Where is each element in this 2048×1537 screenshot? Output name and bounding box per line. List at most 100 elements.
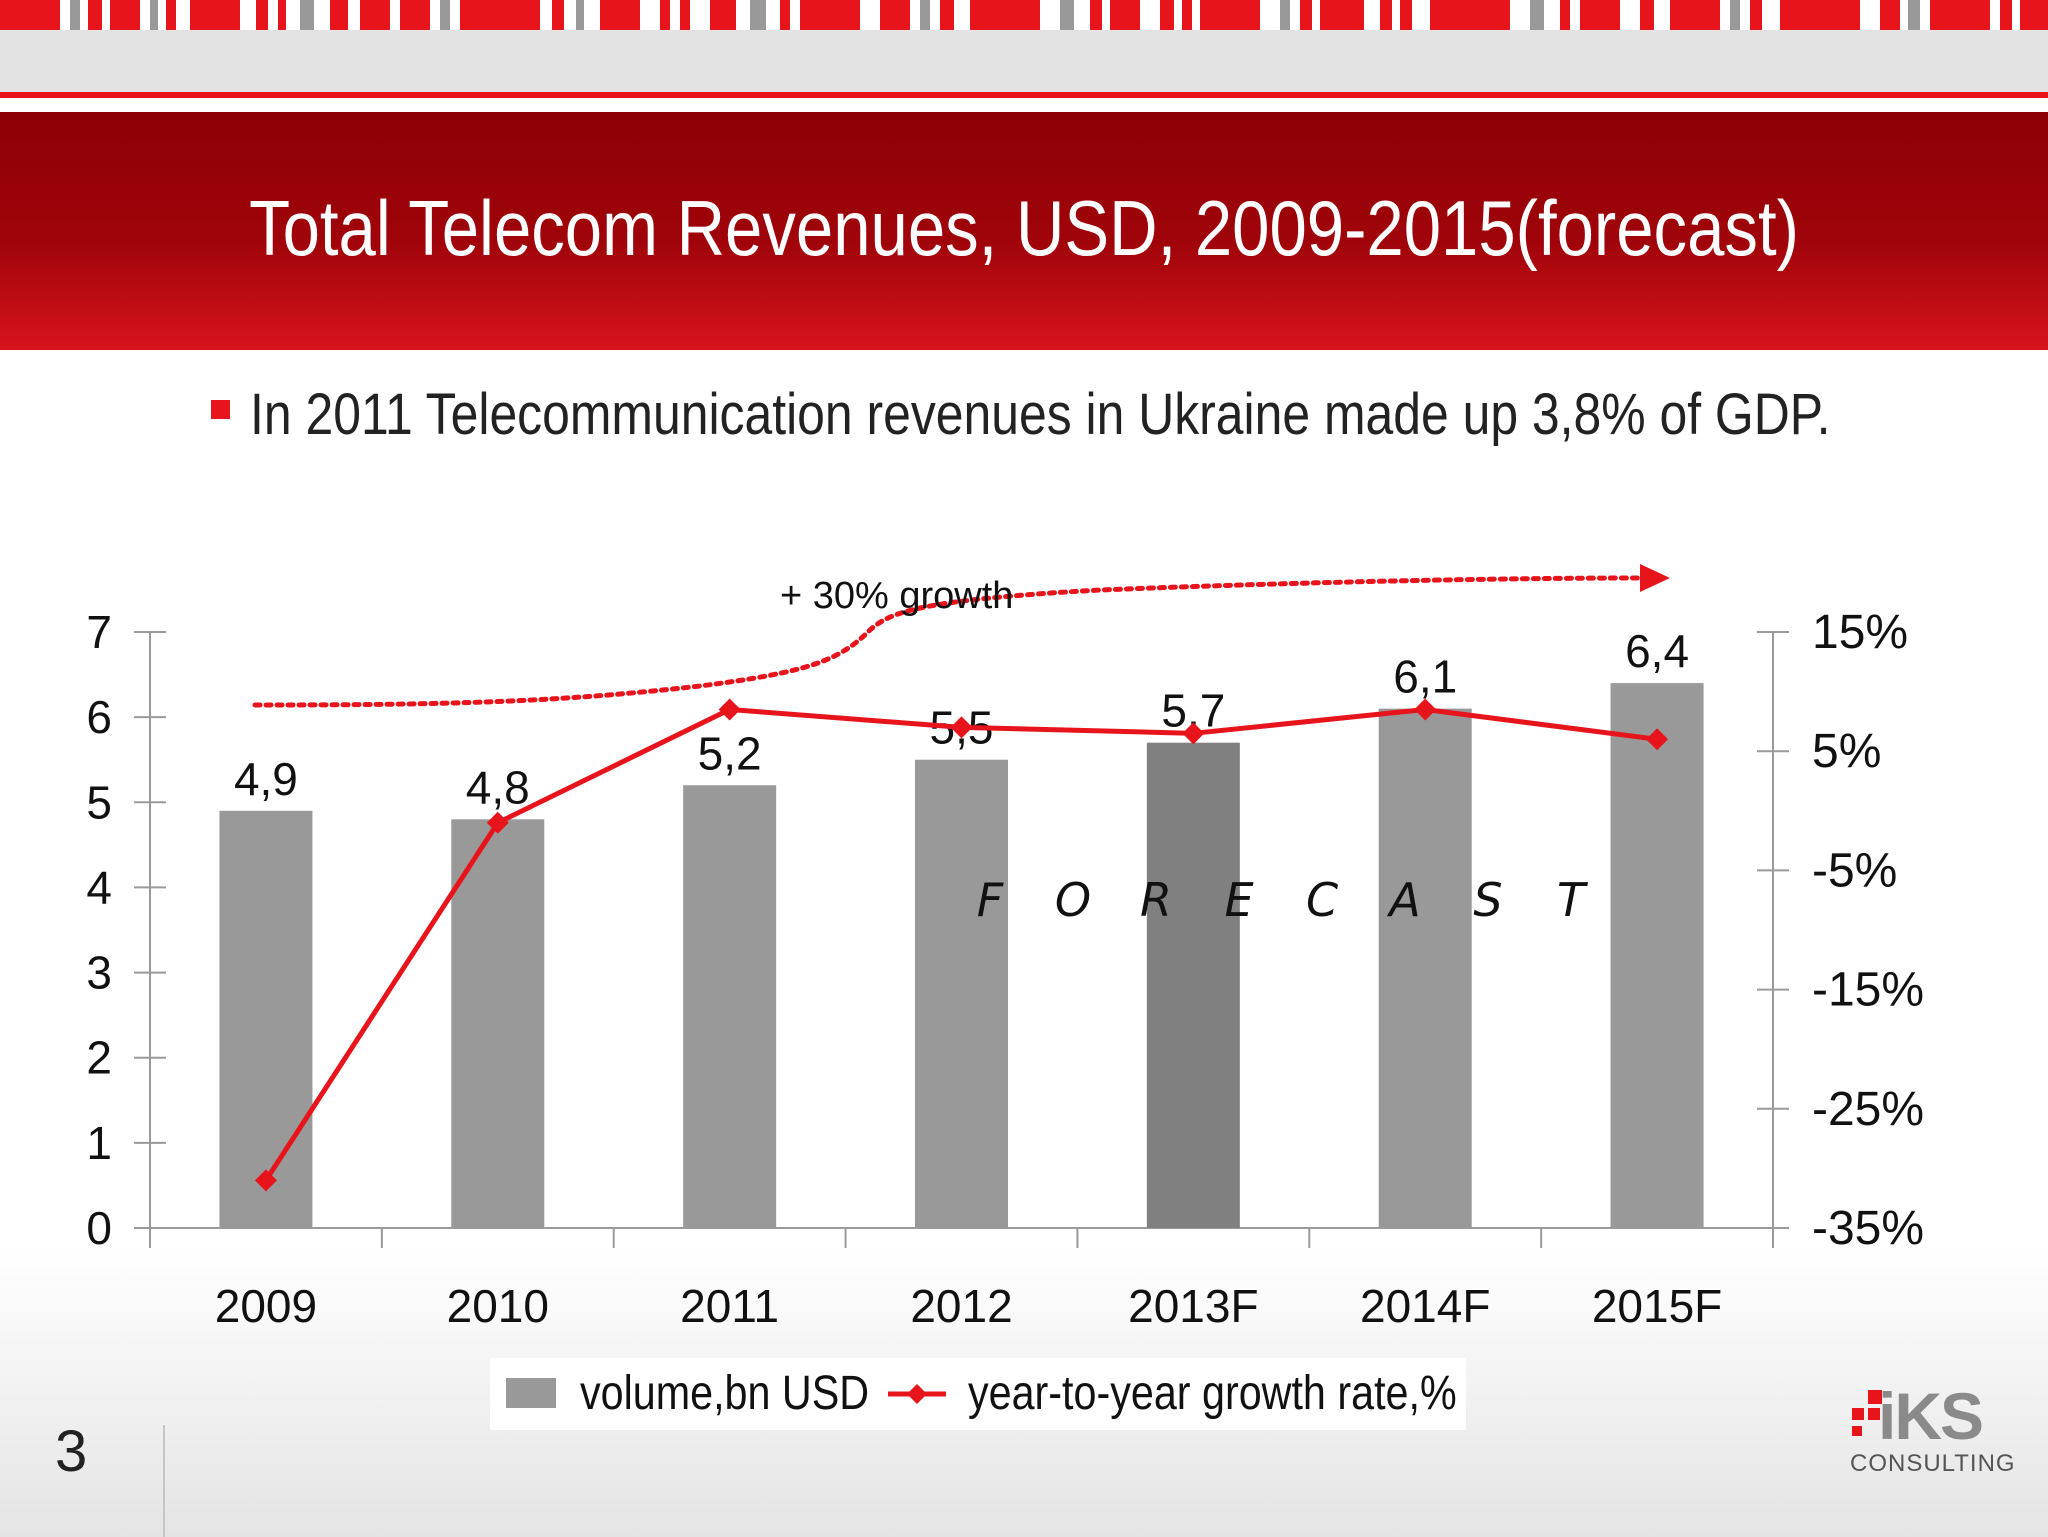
left-axis: 0 1 2 3 4 5 6 7 (86, 606, 166, 1254)
bar-series (219, 683, 1704, 1228)
stripe-block (400, 0, 430, 30)
stripe-block (750, 0, 766, 30)
right-tick-label: -5% (1812, 844, 1897, 897)
stripe-block (360, 0, 390, 30)
bar-2012 (915, 759, 1008, 1228)
stripe-block (1780, 0, 1860, 30)
stripe-block (166, 0, 176, 30)
stripe-block (88, 0, 102, 30)
stripe-block (800, 0, 860, 30)
bar-value-label: 5,2 (698, 727, 762, 779)
logo-name: iKS (1878, 1379, 1984, 1453)
stripe-block (460, 0, 540, 30)
right-axis: -35% -25% -15% -5% 5% 15% (1757, 606, 1924, 1255)
top-decorative-stripe (0, 0, 2048, 112)
forecast-letter: C (1306, 873, 1338, 927)
bar-value-label: 4,8 (466, 761, 530, 813)
stripe-block (2000, 0, 2012, 30)
header-band (0, 112, 2048, 350)
stripe-block (1320, 0, 1364, 30)
x-tick-label: 2015F (1592, 1280, 1722, 1332)
stripe-block (1200, 0, 1260, 30)
stripe-block (1560, 0, 1570, 30)
x-tick-label: 2011 (680, 1280, 779, 1332)
stripe-block (1182, 0, 1192, 30)
bullet-text: In 2011 Telecommunication revenues in Uk… (250, 382, 1831, 447)
legend-swatch-growth (888, 1384, 946, 1404)
stripe-block (880, 0, 910, 30)
forecast-letter: O (1055, 873, 1091, 927)
stripe-block (1880, 0, 1900, 30)
stripe-block (576, 0, 584, 30)
x-tick-label: 2012 (910, 1280, 1012, 1332)
stripe-block (1908, 0, 1920, 30)
growth-label: + 30% growth (780, 575, 1013, 617)
bar-2014F (1378, 708, 1472, 1228)
x-tick-label: 2013F (1128, 1280, 1258, 1332)
stripe-block (1280, 0, 1290, 30)
stripe-block (1400, 0, 1412, 30)
stripe-block (680, 0, 690, 30)
stripe-block (1380, 0, 1392, 30)
bar-data-labels: 4,94,85,25,55,76,16,4 (234, 625, 1689, 813)
right-tick-label: -25% (1812, 1083, 1924, 1136)
legend-label-growth: year-to-year growth rate,% (968, 1367, 1457, 1420)
growth-arrow-path (252, 575, 1643, 708)
bar-2011 (683, 785, 777, 1228)
stripe-block (940, 0, 954, 30)
right-tick-label: -15% (1812, 964, 1924, 1017)
stripe-block (1300, 0, 1312, 30)
slide-number: 3 (55, 1419, 88, 1484)
stripe-block (1930, 0, 1990, 30)
growth-marker (1646, 728, 1669, 751)
x-tick-label: 2009 (215, 1280, 317, 1332)
growth-marker (486, 811, 509, 834)
left-tick-label: 3 (86, 947, 112, 999)
left-tick-label: 7 (86, 606, 112, 658)
growth-line-series (254, 698, 1669, 1192)
stripe-block (1160, 0, 1174, 30)
growth-marker (950, 716, 973, 739)
right-tick-label: 15% (1812, 606, 1908, 659)
bar-2015F (1610, 683, 1704, 1228)
growth-marker (718, 698, 741, 721)
stripe-block (970, 0, 1040, 30)
growth-arrow: + 30% growth (252, 564, 1670, 708)
stripe-block (1430, 0, 1510, 30)
bar-2009 (219, 810, 313, 1228)
stripe-block (110, 0, 140, 30)
stripe-block (440, 0, 450, 30)
forecast-letter: S (1473, 873, 1502, 927)
left-tick-label: 2 (86, 1032, 112, 1084)
stripe-block (300, 0, 314, 30)
forecast-letter: T (1557, 873, 1589, 927)
stripe-block (1090, 0, 1102, 30)
left-tick-label: 6 (86, 691, 112, 743)
stripe-block (1110, 0, 1140, 30)
bar-value-label: 4,9 (234, 753, 298, 805)
x-tick-label: 2014F (1360, 1280, 1490, 1332)
chart-legend: volume,bn USD year-to-year growth rate,% (490, 1358, 1466, 1430)
bar-value-label: 6,1 (1393, 651, 1457, 703)
stripe-block (1580, 0, 1620, 30)
slide-title: Total Telecom Revenues, USD, 2009-2015(f… (249, 184, 1799, 272)
legend-label-volume: volume,bn USD (580, 1367, 870, 1420)
bar-value-label: 6,4 (1625, 625, 1689, 677)
left-tick-label: 5 (86, 776, 112, 828)
iks-consulting-logo: iKS CONSULTING (1848, 1379, 2015, 1484)
growth-marker (1182, 722, 1205, 745)
forecast-letter: A (1386, 873, 1420, 927)
left-tick-label: 1 (86, 1117, 112, 1169)
stripe-block (1730, 0, 1740, 30)
bar-2013F (1146, 742, 1240, 1228)
stripe-block (150, 0, 158, 30)
forecast-letter: E (1224, 873, 1253, 927)
stripe-block (1640, 0, 1654, 30)
stripe-block (780, 0, 790, 30)
stripe-block (256, 0, 268, 30)
left-tick-label: 4 (86, 861, 112, 913)
growth-marker (254, 1169, 277, 1192)
stripe-block (1530, 0, 1544, 30)
right-tick-label: 5% (1812, 725, 1881, 778)
